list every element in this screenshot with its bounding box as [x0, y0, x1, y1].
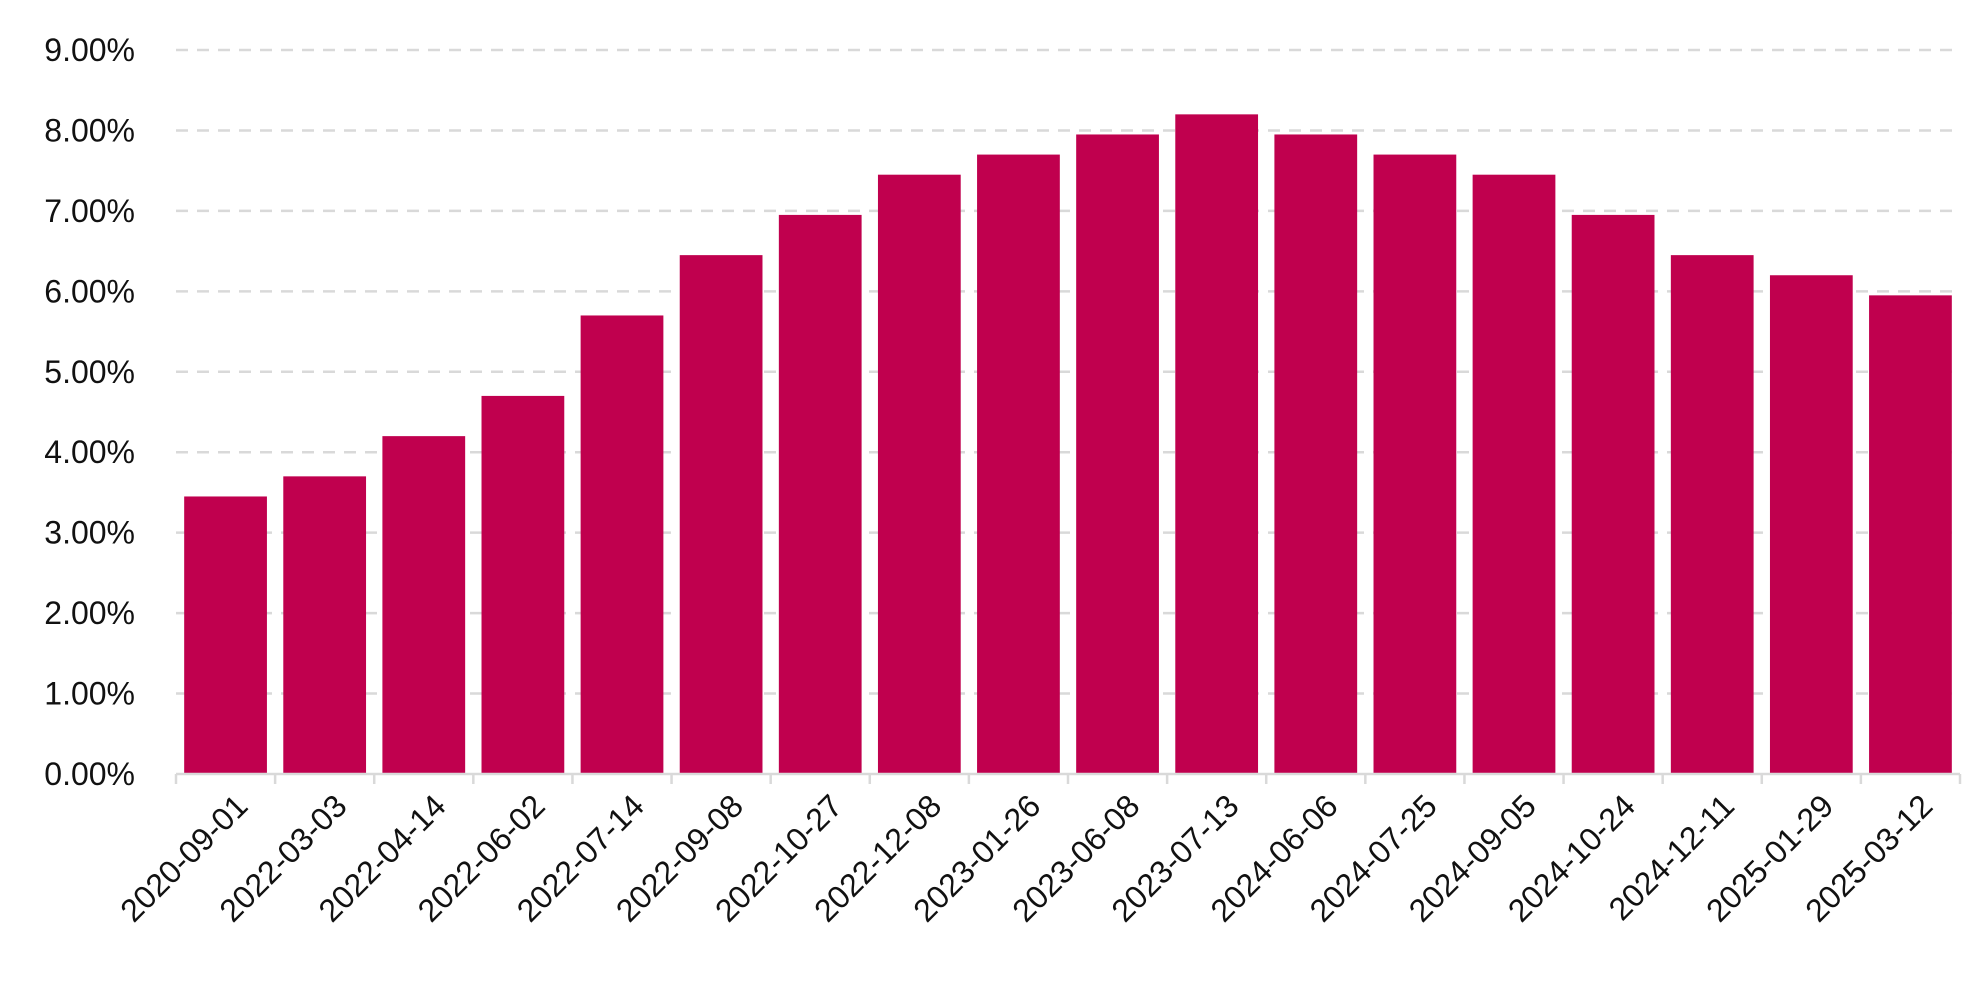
y-tick-label: 8.00%	[44, 112, 135, 148]
y-tick-label: 6.00%	[44, 273, 135, 309]
y-tick-label: 0.00%	[44, 756, 135, 792]
x-axis	[174, 772, 1962, 784]
y-axis-tick-labels: 0.00% 1.00% 2.00% 3.00% 4.00% 5.00% 6.00% 7.00%…	[44, 32, 135, 792]
bar	[1373, 154, 1457, 775]
bar	[481, 395, 565, 774]
bar	[778, 214, 862, 774]
bar	[1472, 174, 1556, 774]
bar	[184, 496, 267, 774]
y-tick-label: 5.00%	[44, 354, 135, 390]
bar	[1769, 275, 1853, 774]
bar	[1571, 214, 1655, 774]
bar	[977, 154, 1060, 775]
y-tick-label: 3.00%	[44, 515, 135, 551]
y-tick-label: 2.00%	[44, 595, 135, 631]
bar	[679, 255, 763, 775]
gridlines	[176, 48, 1960, 695]
bar	[1175, 114, 1259, 775]
bars	[184, 114, 1952, 775]
bar	[1274, 134, 1358, 774]
bar	[283, 476, 367, 774]
y-tick-label: 9.00%	[44, 32, 135, 68]
bar	[382, 436, 466, 774]
bar	[877, 174, 961, 774]
bar	[580, 315, 664, 774]
x-axis-tick-labels: 2020-09-012022-03-032022-04-142022-06-02…	[113, 787, 1939, 928]
y-tick-label: 7.00%	[44, 193, 135, 229]
bar	[1670, 255, 1754, 775]
bar	[1076, 134, 1159, 774]
y-tick-label: 1.00%	[44, 676, 135, 712]
bar	[1869, 295, 1952, 774]
y-tick-label: 4.00%	[44, 434, 135, 470]
